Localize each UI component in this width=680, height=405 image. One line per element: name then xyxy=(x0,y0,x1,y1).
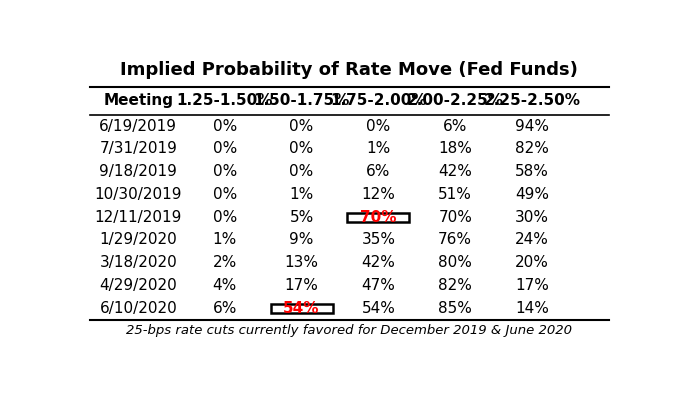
Text: 54%: 54% xyxy=(362,301,395,316)
Text: 6%: 6% xyxy=(367,164,390,179)
Text: 0%: 0% xyxy=(367,119,390,134)
Text: 82%: 82% xyxy=(438,278,472,293)
Text: 5%: 5% xyxy=(290,210,313,225)
Text: 47%: 47% xyxy=(362,278,395,293)
Text: 0%: 0% xyxy=(213,119,237,134)
Text: 85%: 85% xyxy=(438,301,472,316)
Text: 2%: 2% xyxy=(213,255,237,270)
Text: Implied Probability of Rate Move (Fed Funds): Implied Probability of Rate Move (Fed Fu… xyxy=(120,61,577,79)
Text: 1%: 1% xyxy=(213,232,237,247)
Text: 6%: 6% xyxy=(213,301,237,316)
Text: 6/19/2019: 6/19/2019 xyxy=(99,119,177,134)
Text: 18%: 18% xyxy=(438,141,472,156)
Text: 80%: 80% xyxy=(438,255,472,270)
Text: 70%: 70% xyxy=(438,210,472,225)
Text: 1%: 1% xyxy=(290,187,313,202)
Text: 6%: 6% xyxy=(443,119,467,134)
Text: 7/31/2019: 7/31/2019 xyxy=(99,141,177,156)
Text: Meeting: Meeting xyxy=(103,93,173,108)
Text: 0%: 0% xyxy=(213,187,237,202)
Text: 2.25-2.50%: 2.25-2.50% xyxy=(483,93,581,108)
Text: 2.00-2.25%: 2.00-2.25% xyxy=(407,93,504,108)
Text: 0%: 0% xyxy=(290,119,313,134)
Text: 0%: 0% xyxy=(213,141,237,156)
Text: 1%: 1% xyxy=(367,141,390,156)
Text: 0%: 0% xyxy=(290,141,313,156)
Text: 4%: 4% xyxy=(213,278,237,293)
Text: 17%: 17% xyxy=(285,278,318,293)
Text: 12%: 12% xyxy=(362,187,395,202)
Text: 10/30/2019: 10/30/2019 xyxy=(95,187,182,202)
Text: 51%: 51% xyxy=(438,187,472,202)
Text: 1.25-1.50%: 1.25-1.50% xyxy=(177,93,273,108)
Text: 82%: 82% xyxy=(515,141,549,156)
Text: 12/11/2019: 12/11/2019 xyxy=(95,210,182,225)
Text: 1.75-2.00%: 1.75-2.00% xyxy=(330,93,426,108)
Text: 70%: 70% xyxy=(360,210,396,225)
Text: 35%: 35% xyxy=(361,232,395,247)
Text: 0%: 0% xyxy=(213,164,237,179)
Text: 9/18/2019: 9/18/2019 xyxy=(99,164,177,179)
Text: 58%: 58% xyxy=(515,164,549,179)
Text: 0%: 0% xyxy=(290,164,313,179)
Text: 42%: 42% xyxy=(438,164,472,179)
Text: 1/29/2020: 1/29/2020 xyxy=(99,232,177,247)
Text: 0%: 0% xyxy=(213,210,237,225)
Text: 24%: 24% xyxy=(515,232,549,247)
Text: 4/29/2020: 4/29/2020 xyxy=(99,278,177,293)
Text: 94%: 94% xyxy=(515,119,549,134)
Text: 25-bps rate cuts currently favored for December 2019 & June 2020: 25-bps rate cuts currently favored for D… xyxy=(126,324,571,337)
Text: 17%: 17% xyxy=(515,278,549,293)
Text: 42%: 42% xyxy=(362,255,395,270)
Text: 49%: 49% xyxy=(515,187,549,202)
Text: 6/10/2020: 6/10/2020 xyxy=(99,301,177,316)
Text: 14%: 14% xyxy=(515,301,549,316)
Text: 30%: 30% xyxy=(515,210,549,225)
Text: 3/18/2020: 3/18/2020 xyxy=(99,255,177,270)
Text: 9%: 9% xyxy=(290,232,313,247)
Text: 20%: 20% xyxy=(515,255,549,270)
Text: 54%: 54% xyxy=(284,301,320,316)
Text: 1.50-1.75%: 1.50-1.75% xyxy=(254,93,350,108)
Text: 13%: 13% xyxy=(284,255,318,270)
Text: 76%: 76% xyxy=(438,232,472,247)
